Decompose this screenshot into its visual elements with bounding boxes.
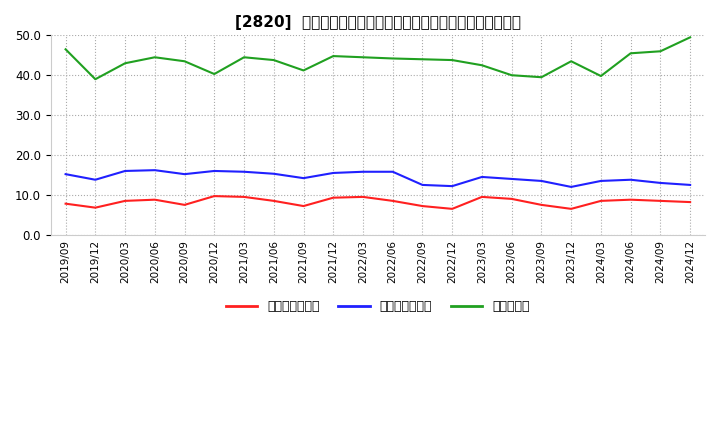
買入債務回転率 [508, 176, 516, 182]
Line: 買入債務回転率: 買入債務回転率 [66, 170, 690, 187]
買入債務回転率 [269, 171, 278, 176]
在庫回転率 [626, 51, 635, 56]
売上債権回転率 [388, 198, 397, 204]
在庫回転率 [448, 58, 456, 63]
買入債務回転率 [359, 169, 367, 174]
売上債権回転率 [477, 194, 486, 199]
買入債務回転率 [300, 176, 308, 181]
在庫回転率 [240, 55, 248, 60]
買入債務回転率 [329, 170, 338, 176]
在庫回転率 [91, 77, 99, 82]
在庫回転率 [61, 47, 70, 52]
売上債権回転率 [121, 198, 130, 204]
買入債務回転率 [150, 168, 159, 173]
売上債権回転率 [418, 203, 427, 209]
買入債務回転率 [418, 182, 427, 187]
売上債権回転率 [537, 202, 546, 208]
在庫回転率 [477, 62, 486, 68]
在庫回転率 [508, 73, 516, 78]
在庫回転率 [269, 58, 278, 63]
在庫回転率 [329, 53, 338, 59]
在庫回転率 [567, 59, 575, 64]
在庫回転率 [537, 74, 546, 80]
売上債権回転率 [567, 206, 575, 212]
在庫回転率 [656, 49, 665, 54]
売上債権回転率 [269, 198, 278, 204]
売上債権回転率 [329, 195, 338, 200]
売上債権回転率 [359, 194, 367, 199]
在庫回転率 [597, 73, 606, 79]
売上債権回転率 [150, 197, 159, 202]
売上債権回転率 [61, 201, 70, 206]
売上債権回転率 [686, 199, 695, 205]
売上債権回転率 [508, 196, 516, 202]
売上債権回転率 [240, 194, 248, 199]
Title: [2820]  売上債権回転率、買入債務回転率、在庫回転率の推移: [2820] 売上債権回転率、買入債務回転率、在庫回転率の推移 [235, 15, 521, 30]
在庫回転率 [359, 55, 367, 60]
買入債務回転率 [597, 178, 606, 183]
買入債務回転率 [686, 182, 695, 187]
売上債権回転率 [210, 194, 219, 199]
買入債務回転率 [210, 169, 219, 174]
買入債務回転率 [448, 183, 456, 189]
在庫回転率 [150, 55, 159, 60]
在庫回転率 [180, 59, 189, 64]
売上債権回転率 [597, 198, 606, 204]
買入債務回転率 [121, 169, 130, 174]
買入債務回転率 [477, 174, 486, 180]
Legend: 売上債権回転率, 買入債務回転率, 在庫回転率: 売上債権回転率, 買入債務回転率, 在庫回転率 [221, 295, 535, 318]
売上債権回転率 [91, 205, 99, 210]
買入債務回転率 [91, 177, 99, 182]
買入債務回転率 [180, 172, 189, 177]
買入債務回転率 [537, 178, 546, 183]
売上債権回転率 [180, 202, 189, 208]
在庫回転率 [300, 68, 308, 73]
買入債務回転率 [656, 180, 665, 186]
買入債務回転率 [240, 169, 248, 174]
在庫回転率 [121, 61, 130, 66]
Line: 売上債権回転率: 売上債権回転率 [66, 196, 690, 209]
買入債務回転率 [388, 169, 397, 174]
在庫回転率 [388, 56, 397, 61]
買入債務回転率 [567, 184, 575, 190]
在庫回転率 [210, 71, 219, 77]
買入債務回転率 [61, 172, 70, 177]
売上債権回転率 [626, 197, 635, 202]
Line: 在庫回転率: 在庫回転率 [66, 37, 690, 79]
売上債権回転率 [448, 206, 456, 212]
売上債権回転率 [656, 198, 665, 204]
買入債務回転率 [626, 177, 635, 182]
売上債権回転率 [300, 203, 308, 209]
在庫回転率 [686, 35, 695, 40]
在庫回転率 [418, 57, 427, 62]
